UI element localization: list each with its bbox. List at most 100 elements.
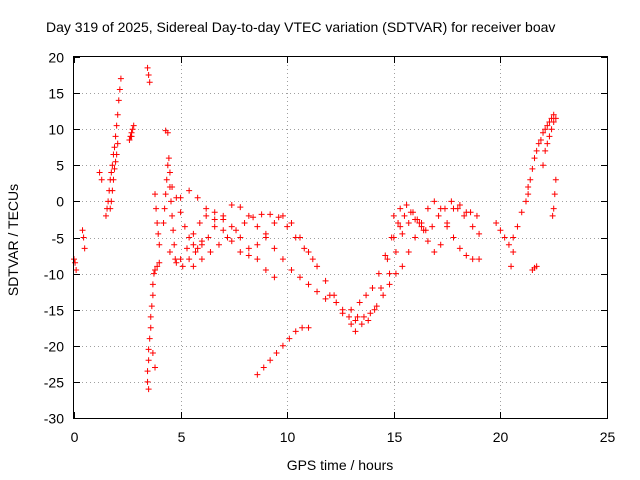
data-point: [181, 223, 188, 230]
data-point: [424, 238, 431, 245]
chart-title: Day 319 of 2025, Sidereal Day-to-day VTE…: [46, 19, 555, 35]
data-point: [129, 126, 136, 133]
data-point: [73, 266, 80, 273]
x-tick-label: 20: [493, 429, 509, 445]
data-point: [463, 252, 470, 259]
data-point: [153, 205, 160, 212]
data-point: [113, 151, 120, 158]
data-point: [111, 165, 118, 172]
data-point: [149, 281, 156, 288]
data-point: [228, 238, 235, 245]
data-point: [533, 263, 540, 270]
data-point: [194, 245, 201, 252]
series-upper-16: [390, 198, 480, 234]
data-point: [162, 191, 169, 198]
data-point: [228, 202, 235, 209]
data-point: [386, 281, 393, 288]
data-points: [71, 64, 559, 393]
data-point: [267, 357, 274, 364]
x-tick-label: 15: [387, 429, 403, 445]
data-point: [166, 248, 173, 255]
data-point: [273, 350, 280, 357]
data-point: [346, 313, 353, 320]
data-point: [365, 317, 372, 324]
data-point: [352, 328, 359, 335]
data-point: [262, 266, 269, 273]
data-point: [399, 263, 406, 270]
data-point: [279, 342, 286, 349]
data-point: [147, 324, 154, 331]
data-point: [169, 212, 176, 219]
data-point: [333, 299, 340, 306]
data-point: [305, 324, 312, 331]
data-point: [386, 270, 393, 277]
data-point: [544, 122, 551, 129]
data-point: [112, 158, 119, 165]
data-point: [72, 259, 79, 266]
data-point: [540, 129, 547, 136]
data-point: [205, 234, 212, 241]
data-point: [161, 205, 168, 212]
data-point: [154, 220, 161, 227]
y-tick-label: -5: [52, 231, 65, 247]
data-point: [522, 198, 529, 205]
data-point: [497, 227, 504, 234]
data-point: [254, 371, 261, 378]
data-point: [192, 248, 199, 255]
data-point: [527, 176, 534, 183]
x-axis-label: GPS time / hours: [287, 457, 394, 473]
data-point: [360, 313, 367, 320]
data-point: [529, 165, 536, 172]
data-point: [152, 191, 159, 198]
data-point: [444, 223, 451, 230]
data-point: [173, 259, 180, 266]
data-point: [150, 270, 157, 277]
y-axis-label: SDTVAR / TECUs: [5, 184, 21, 296]
data-point: [352, 317, 359, 324]
data-point: [211, 223, 218, 230]
data-point: [196, 220, 203, 227]
data-point: [525, 183, 532, 190]
series-spike-3.8: [152, 191, 163, 248]
data-point: [518, 209, 525, 216]
data-point: [186, 234, 193, 241]
data-point: [429, 223, 436, 230]
data-point: [535, 140, 542, 147]
data-point: [288, 220, 295, 227]
data-point: [552, 115, 559, 122]
data-point: [145, 357, 152, 364]
series-rise-22: [525, 111, 557, 190]
data-point: [144, 64, 151, 71]
data-point: [271, 245, 278, 252]
data-point: [279, 256, 286, 263]
data-point: [551, 191, 558, 198]
data-point: [392, 270, 399, 277]
series-late-20: [493, 191, 540, 273]
data-point: [113, 122, 120, 129]
data-point: [156, 259, 163, 266]
data-point: [160, 220, 167, 227]
data-point: [367, 310, 374, 317]
data-point: [149, 350, 156, 357]
data-point: [326, 292, 333, 299]
data-point: [169, 183, 176, 190]
y-tick-label: 5: [56, 158, 64, 174]
data-point: [542, 147, 549, 154]
data-point: [190, 241, 197, 248]
data-point: [552, 176, 559, 183]
series-track-E: [166, 238, 205, 270]
data-point: [262, 230, 269, 237]
data-point: [164, 162, 171, 169]
data-point: [186, 187, 193, 194]
data-point: [525, 191, 532, 198]
data-point: [382, 252, 389, 259]
data-point: [505, 241, 512, 248]
series-track-C: [177, 187, 359, 335]
y-tick-label: -25: [44, 375, 64, 391]
data-point: [469, 256, 476, 263]
data-point: [146, 79, 153, 86]
data-point: [476, 230, 483, 237]
data-point: [130, 122, 137, 129]
data-point: [211, 216, 218, 223]
data-point: [166, 169, 173, 176]
